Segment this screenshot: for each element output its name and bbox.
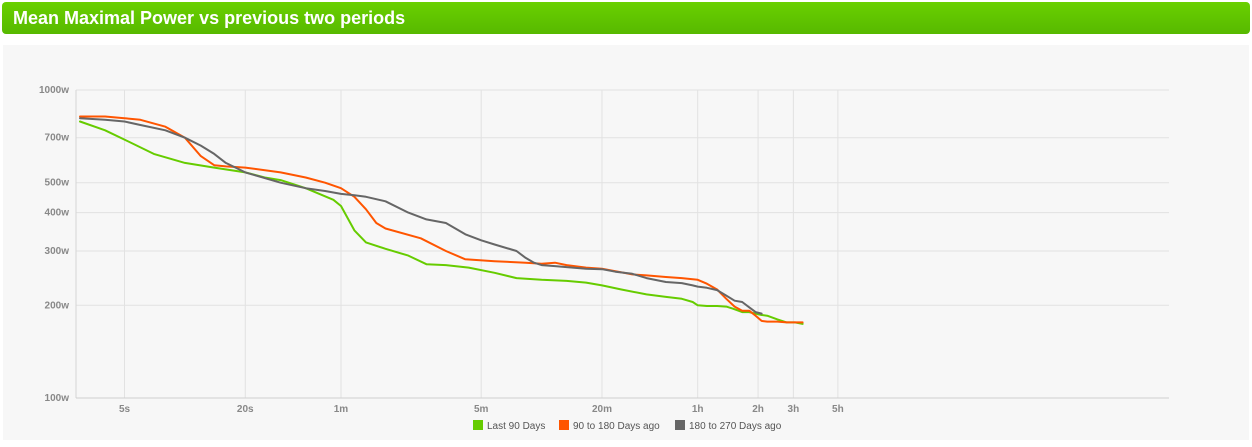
x-tick-label: 1h — [692, 404, 704, 415]
legend-swatch-90-to-180-days-ago — [559, 420, 569, 430]
series-line-180-to-270-days-ago — [79, 117, 763, 315]
x-tick-label: 3h — [788, 404, 800, 415]
y-tick-label: 100w — [45, 393, 70, 404]
legend-label-90-to-180-days-ago: 90 to 180 Days ago — [573, 421, 660, 432]
x-tick-label: 20m — [592, 404, 612, 415]
legend-label-180-to-270-days-ago: 180 to 270 Days ago — [689, 421, 782, 432]
title-bar: Mean Maximal Power vs previous two perio… — [2, 2, 1250, 34]
x-tick-label: 5h — [832, 404, 844, 415]
legend-label-last-90-days: Last 90 Days — [487, 421, 545, 432]
x-tick-label: 20s — [237, 404, 254, 415]
x-tick-label: 2h — [752, 404, 764, 415]
y-tick-label: 500w — [45, 178, 70, 189]
series-line-90-to-180-days-ago — [79, 115, 804, 324]
legend-swatch-180-to-270-days-ago — [675, 420, 685, 430]
y-tick-label: 1000w — [39, 85, 69, 96]
legend-swatch-last-90-days — [473, 420, 483, 430]
y-tick-label: 400w — [45, 208, 70, 219]
y-tick-label: 300w — [45, 246, 70, 257]
x-tick-label: 5m — [474, 404, 489, 415]
chart-panel: 100w 200w 300w 400w 500w 700w 1000w 5s 20s 1m 5m 20… — [3, 45, 1249, 440]
y-tick-label: 700w — [45, 133, 70, 144]
chart-title: Mean Maximal Power vs previous two perio… — [13, 8, 406, 28]
x-tick-label: 1m — [334, 404, 349, 415]
x-tick-label: 5s — [119, 404, 131, 415]
mmp-chart: 100w 200w 300w 400w 500w 700w 1000w 5s 20s 1m 5m 20… — [39, 85, 1169, 432]
y-tick-label: 200w — [45, 300, 70, 311]
